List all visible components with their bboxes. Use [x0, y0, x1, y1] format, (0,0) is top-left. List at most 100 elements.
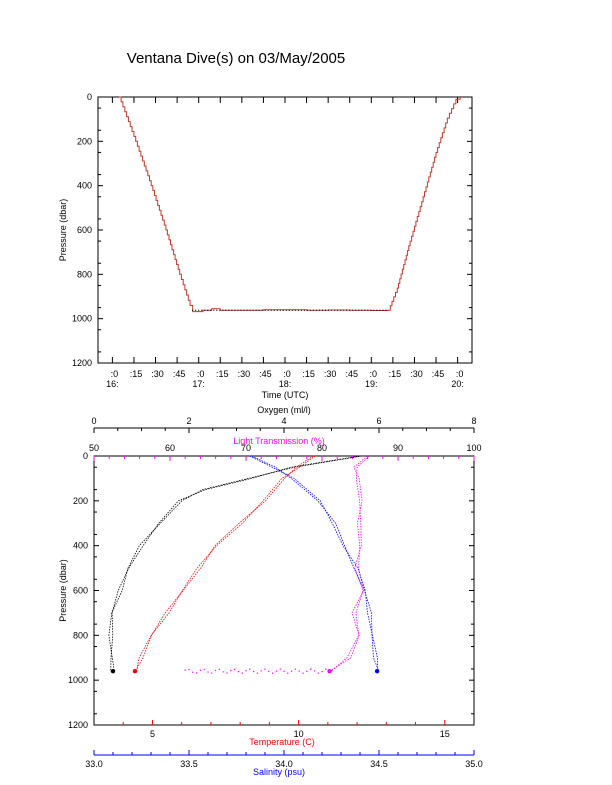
oxygen-tick-label: 4 — [281, 416, 286, 426]
x-tick-sublabel: 19: — [365, 379, 378, 389]
salinity-axis-title: Salinity (psu) — [253, 767, 305, 777]
bottom-time-point — [222, 309, 224, 311]
x-tick-label: :30 — [324, 369, 337, 379]
x-tick-label: :0 — [197, 369, 205, 379]
bottom-time-point — [379, 309, 381, 311]
bottom-time-point — [237, 309, 239, 311]
bottom-time-point — [249, 309, 251, 311]
light-bottom-point — [275, 670, 278, 672]
bottom-time-point — [346, 309, 348, 311]
x-tick-label: :45 — [345, 369, 358, 379]
bottom-time-point — [207, 309, 209, 311]
y-tick-label: 400 — [77, 181, 92, 191]
y-tick-label: 0 — [87, 92, 92, 102]
light-bottom-point — [260, 670, 262, 672]
bottom-time-point — [331, 309, 333, 311]
bottom-time-point — [297, 309, 299, 311]
bottom-time-point — [204, 309, 206, 311]
light-bottom-point — [298, 670, 300, 672]
salinity-tick-label: 33.0 — [85, 759, 103, 769]
temperature-bottom-marker — [132, 669, 138, 674]
x-tick-label: :15 — [216, 369, 229, 379]
bottom-time-point — [228, 309, 230, 311]
y-tick-label: 600 — [73, 586, 88, 596]
bottom-time-point — [240, 309, 242, 311]
x-tick-label: :30 — [151, 369, 164, 379]
bottom-time-point — [334, 309, 336, 311]
oxygen-tick-label: 8 — [471, 416, 476, 426]
bottom-time-point — [373, 309, 375, 311]
bottom-time-point — [234, 309, 236, 311]
light-bottom-point — [237, 671, 240, 673]
x-tick-label: :45 — [259, 369, 272, 379]
light-tick-label: 70 — [241, 443, 251, 453]
oxygen-tick-label: 0 — [91, 416, 96, 426]
bottom-time-point — [231, 309, 233, 311]
bottom-time-point — [243, 309, 245, 311]
x-tick-label: :45 — [173, 369, 186, 379]
temperature-tick-label: 15 — [440, 729, 450, 739]
y-tick-label: 1000 — [68, 675, 88, 685]
light-bottom-point — [226, 672, 228, 674]
bottom-time-point — [352, 309, 354, 311]
light-bottom-point — [233, 668, 236, 670]
y-tick-label: 600 — [77, 225, 92, 235]
light-bottom-point — [306, 670, 308, 673]
light-bottom-point — [279, 668, 281, 670]
x-tick-sublabel: 20: — [451, 379, 464, 389]
bottom-time-point — [252, 309, 254, 311]
ctd-profile-chart: 0 200 400 600 800 1000 1200 Pressure (dbar) 0 2 4 6… — [58, 405, 483, 777]
light-bottom-point — [302, 672, 304, 674]
y-tick-label: 200 — [73, 496, 88, 506]
salinity-tick-label: 33.5 — [180, 759, 198, 769]
light-bottom-point — [218, 668, 221, 671]
bottom-time-point — [321, 309, 324, 311]
bottom-time-point — [355, 309, 357, 311]
light-axis-title: Light Transmission (%) — [233, 436, 325, 446]
light-bottom-point — [321, 670, 323, 673]
x-tick-label: :45 — [432, 369, 445, 379]
temperature-tick-label: 5 — [150, 729, 155, 739]
bottom-time-point — [255, 309, 257, 311]
y-tick-label: 1200 — [68, 720, 88, 730]
light-tick-label: 80 — [317, 443, 327, 453]
x-tick-label: :30 — [410, 369, 423, 379]
light-tick-label: 60 — [165, 443, 175, 453]
x-tick-label: :15 — [130, 369, 143, 379]
y-tick-label: 200 — [77, 136, 92, 146]
plot-frame — [93, 455, 475, 726]
bottom-time-point — [382, 309, 384, 311]
light-bottom-point — [188, 668, 190, 671]
salinity-profile-line — [249, 455, 378, 672]
bottom-time-point — [300, 309, 302, 311]
bottom-time-point — [337, 309, 339, 311]
bottom-time-point — [264, 309, 266, 311]
bottom-time-point — [270, 309, 272, 311]
y-tick-label: 800 — [73, 630, 88, 640]
light-bottom-point — [249, 668, 251, 670]
salinity-tick-label: 34.0 — [275, 759, 293, 769]
oxygen-tick-label: 2 — [186, 416, 191, 426]
salinity-profile-line — [251, 455, 380, 672]
light-bottom-point — [264, 668, 266, 670]
light-bottom-point — [317, 672, 319, 674]
bottom-time-point — [367, 309, 369, 311]
bottom-time-point — [361, 309, 363, 311]
light-bottom-point — [268, 670, 270, 673]
light-tick-label: 100 — [466, 443, 481, 453]
bottom-time-point — [246, 309, 248, 311]
oxygen-bottom-marker — [110, 669, 116, 674]
temperature-axis-title: Temperature (C) — [249, 737, 315, 747]
light-bottom-point — [271, 672, 274, 674]
light-bottom-point — [287, 672, 289, 674]
bottom-time-point — [309, 309, 312, 311]
bottom-time-point — [318, 309, 321, 311]
bottom-time-point — [279, 309, 281, 311]
y-tick-label: 0 — [83, 451, 88, 461]
light-bottom-point — [294, 668, 297, 670]
light-bottom-point — [325, 668, 327, 670]
light-tick-label: 50 — [89, 443, 99, 453]
light-bottom-point — [230, 669, 232, 672]
light-profile-line — [331, 455, 370, 672]
